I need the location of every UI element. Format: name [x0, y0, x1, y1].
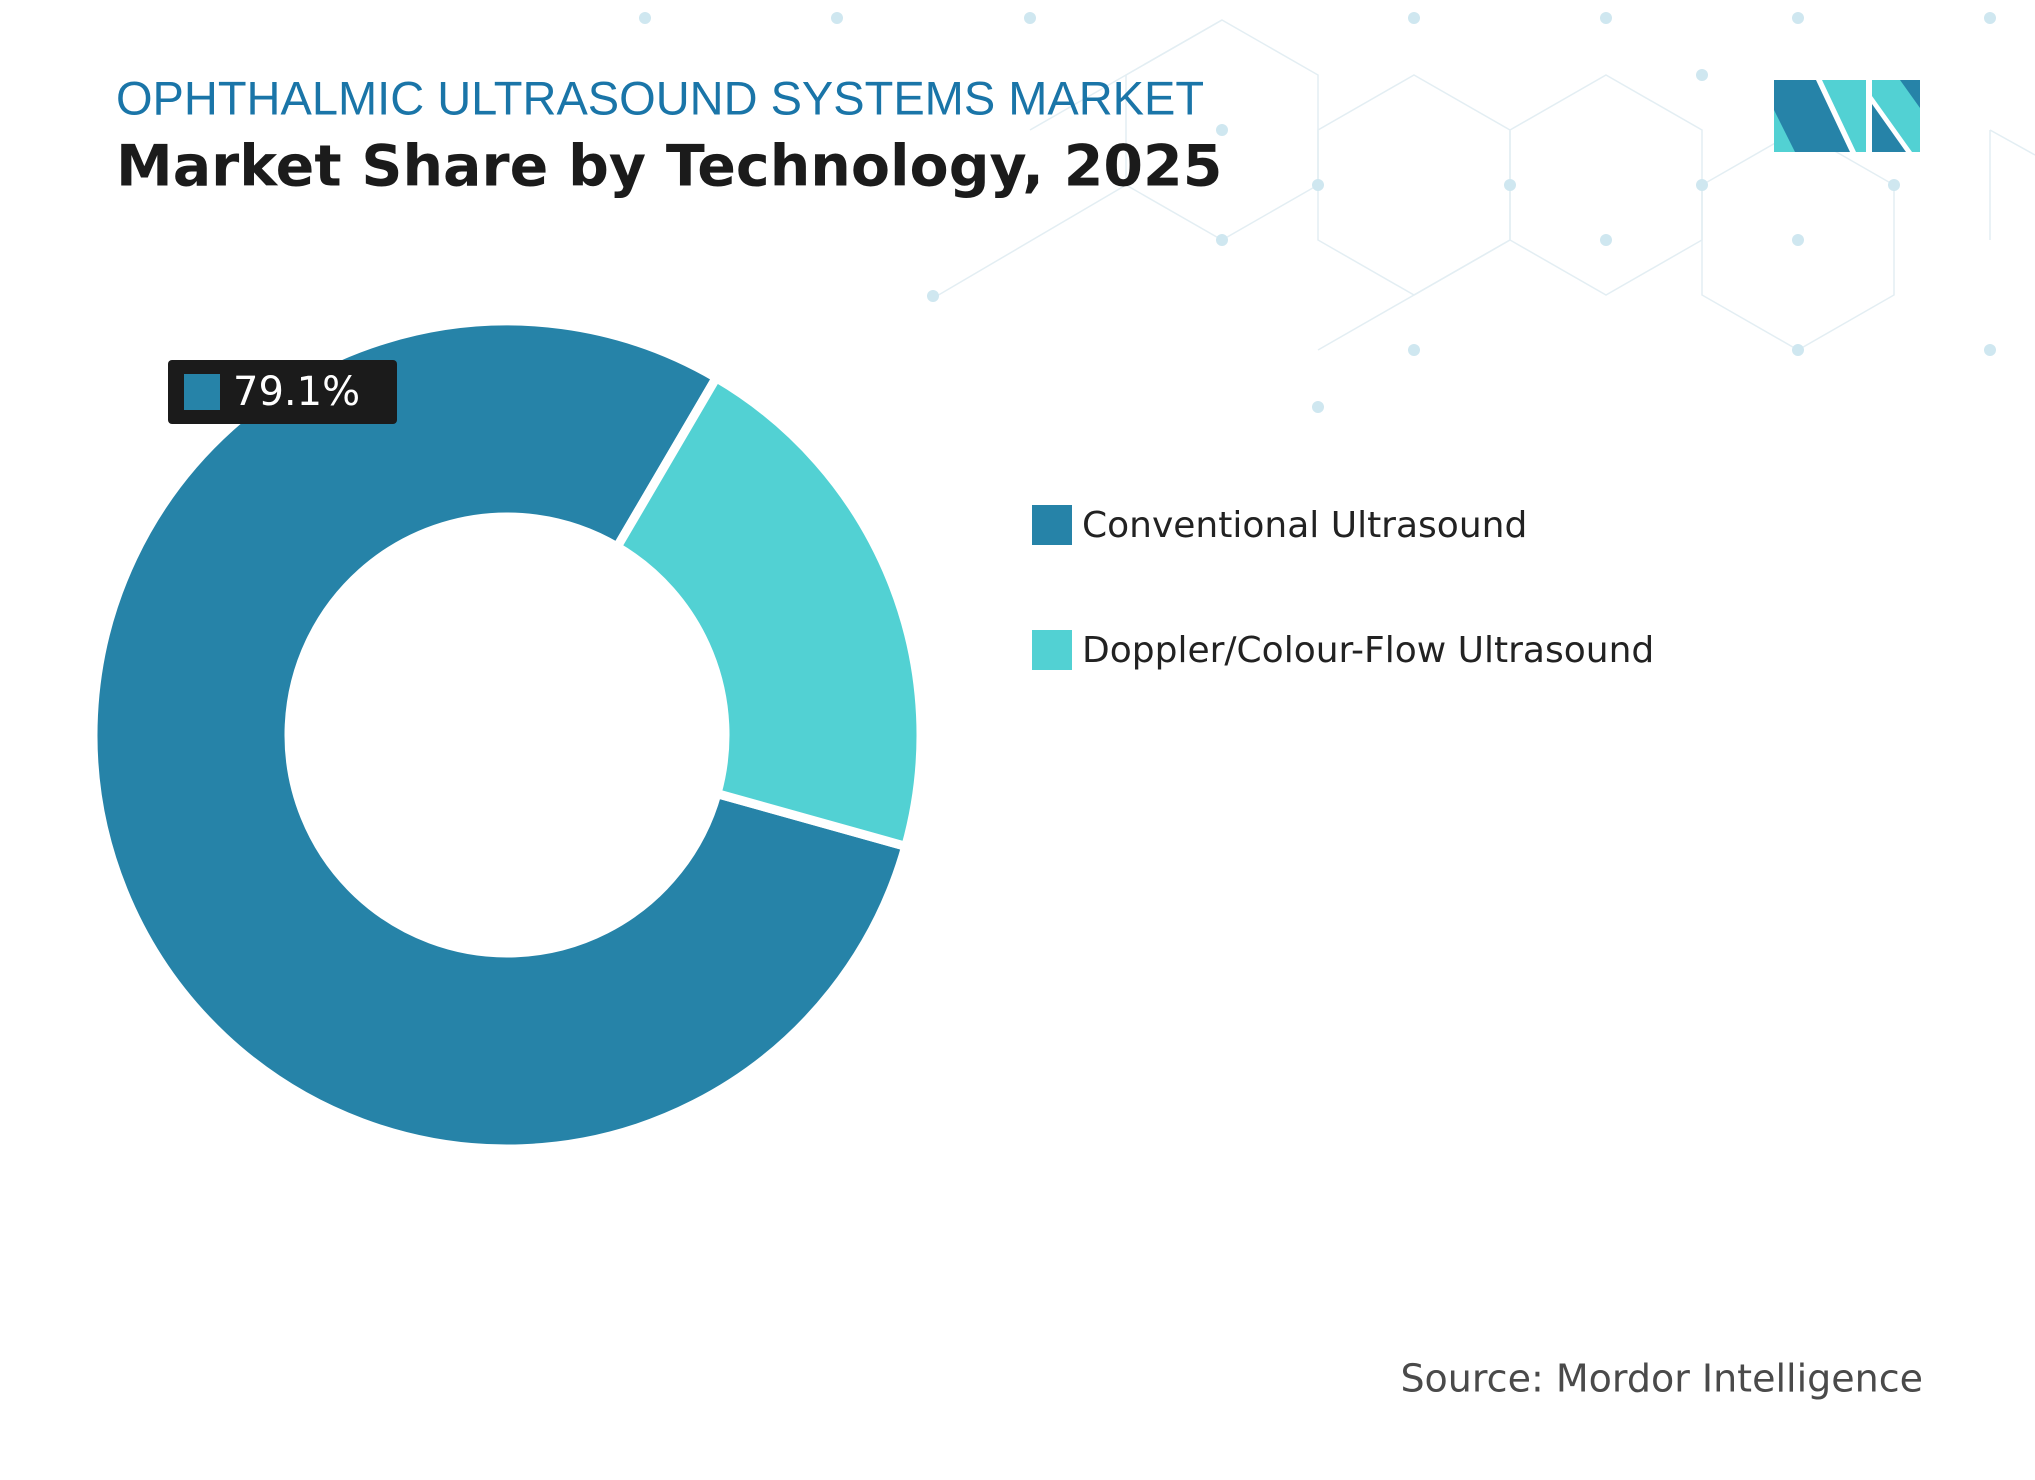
value-label-box: [168, 360, 397, 424]
value-labels: 79.1%: [168, 360, 397, 424]
legend: Conventional Ultrasound Doppler/Colour-Fl…: [1032, 505, 1654, 671]
pie-slice: [88, 316, 912, 1154]
background-dots: [639, 12, 1996, 413]
logo: [1774, 80, 1920, 152]
chart-title: OPHTHALMIC ULTRASOUND SYSTEMS MARKET: [116, 71, 1204, 124]
legend-label: Doppler/Colour-Flow Ultrasound: [1082, 630, 1654, 671]
pie: [88, 316, 926, 1154]
value-label-swatch: [184, 374, 220, 410]
legend-swatch: [1032, 630, 1072, 670]
source: Source: Mordor Intelligence: [1400, 1357, 1923, 1401]
legend-swatch: [1032, 505, 1072, 545]
pie-slice: [611, 371, 926, 852]
value-label: 79.1%: [233, 369, 360, 415]
legend-label: Conventional Ultrasound: [1082, 505, 1527, 546]
chart-subtitle: Market Share by Technology, 2025: [116, 134, 1222, 200]
